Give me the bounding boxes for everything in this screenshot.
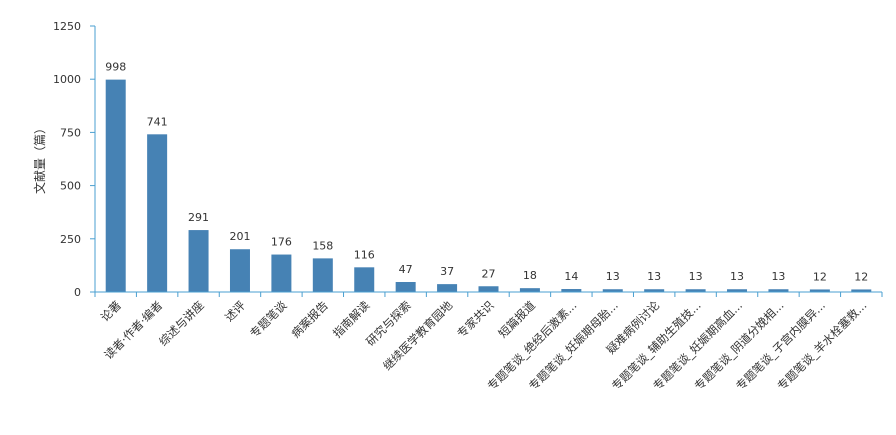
x-tick-label: 短篇报道: [496, 298, 539, 341]
data-label: 12: [813, 270, 827, 283]
y-tick-label: 250: [60, 233, 81, 246]
data-labels: 998 741 291 201 176 158 116 47 37 27 18 14 13 13 13 13 1…: [105, 61, 868, 284]
bar: [519, 288, 540, 292]
bar: [809, 289, 830, 292]
bar: [685, 289, 706, 292]
x-tick-label: 论著: [98, 298, 124, 324]
bar: [768, 289, 789, 292]
y-axis-title: 文献量（篇）: [32, 122, 47, 194]
bar: [851, 289, 872, 292]
bar: [105, 79, 126, 292]
data-label: 13: [689, 270, 703, 283]
y-axis: 0 250 500 750 1000 1250: [53, 20, 96, 299]
x-tick-label: 综述与讲座: [156, 298, 207, 349]
data-label: 18: [523, 269, 537, 282]
bar: [354, 267, 375, 292]
bar: [437, 284, 458, 292]
data-label: 13: [771, 270, 785, 283]
bars: [105, 79, 872, 292]
data-label: 741: [147, 115, 168, 128]
bar: [271, 254, 292, 292]
data-label: 12: [854, 270, 868, 283]
bar: [727, 289, 748, 292]
x-tick-label: 指南解读: [330, 298, 373, 341]
y-tick-label: 750: [60, 126, 81, 139]
y-tick-label: 1000: [53, 73, 81, 86]
data-label: 176: [271, 236, 292, 249]
data-label: 998: [105, 61, 126, 74]
x-tick-label: 病案报告: [289, 298, 331, 340]
data-label: 37: [440, 265, 454, 278]
x-tick-label: 专题笔谈: [247, 298, 290, 341]
bar: [602, 289, 623, 292]
x-tick-label: 述评: [222, 298, 249, 325]
bar: [147, 134, 168, 292]
bar: [229, 249, 250, 292]
bar: [478, 286, 499, 292]
bar: [561, 289, 582, 292]
bar: [644, 289, 665, 292]
data-label: 14: [564, 270, 578, 283]
data-label: 201: [229, 230, 250, 243]
data-label: 291: [188, 211, 209, 224]
data-label: 13: [606, 270, 620, 283]
data-label: 13: [730, 270, 744, 283]
data-label: 158: [312, 239, 333, 252]
data-label: 13: [647, 270, 661, 283]
bar: [188, 230, 209, 292]
bar: [312, 258, 333, 292]
data-label: 47: [399, 263, 413, 276]
x-tick-label: 专家共识: [454, 298, 496, 340]
data-label: 27: [482, 267, 496, 280]
bar: [395, 281, 416, 292]
x-tick-label: 继续医学教育园地: [380, 298, 455, 373]
y-tick-label: 1250: [53, 20, 81, 33]
y-tick-label: 0: [74, 286, 81, 299]
y-tick-label: 500: [60, 180, 81, 193]
data-label: 116: [354, 248, 375, 261]
